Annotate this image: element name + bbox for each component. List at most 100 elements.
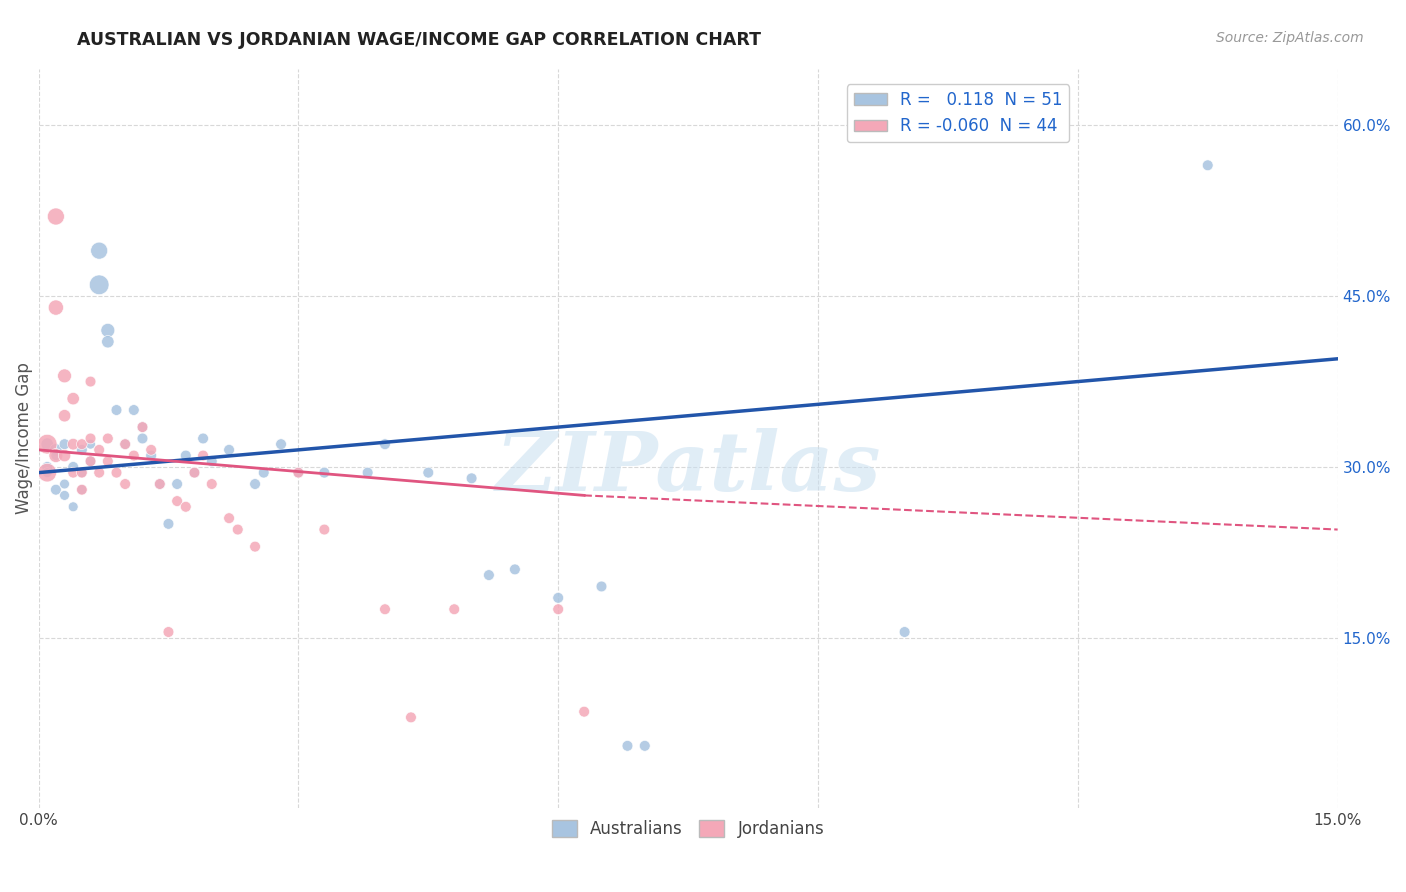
Point [79, 437, 101, 451]
Point [70, 466, 93, 480]
Point [131, 432, 153, 446]
Point [37, 437, 59, 451]
Point [166, 477, 188, 491]
Point [149, 477, 172, 491]
Point [547, 591, 569, 605]
Point [174, 449, 197, 463]
Point [226, 523, 249, 537]
Text: AUSTRALIAN VS JORDANIAN WAGE/INCOME GAP CORRELATION CHART: AUSTRALIAN VS JORDANIAN WAGE/INCOME GAP … [77, 31, 761, 49]
Point [122, 449, 145, 463]
Point [79, 375, 101, 389]
Point [62, 459, 84, 474]
Y-axis label: Wage/Income Gap: Wage/Income Gap [15, 362, 32, 515]
Point [53, 409, 76, 423]
Point [356, 466, 378, 480]
Point [45, 449, 67, 463]
Point [62, 392, 84, 406]
Point [45, 442, 67, 457]
Point [97, 323, 120, 337]
Point [139, 442, 162, 457]
Point [218, 442, 240, 457]
Point [270, 437, 292, 451]
Point [157, 516, 180, 531]
Point [62, 500, 84, 514]
Point [443, 602, 465, 616]
Point [79, 454, 101, 468]
Point [191, 449, 214, 463]
Point [70, 442, 93, 457]
Point [122, 403, 145, 417]
Point [97, 454, 120, 468]
Point [149, 477, 172, 491]
Point [314, 523, 336, 537]
Point [139, 449, 162, 463]
Point [183, 466, 205, 480]
Point [131, 420, 153, 434]
Point [114, 437, 136, 451]
Point [37, 437, 59, 451]
Point [62, 466, 84, 480]
Point [53, 368, 76, 383]
Point [374, 437, 396, 451]
Point [97, 334, 120, 349]
Point [79, 454, 101, 468]
Point [547, 602, 569, 616]
Point [89, 466, 111, 480]
Point [253, 466, 276, 480]
Point [53, 488, 76, 502]
Point [114, 437, 136, 451]
Point [1197, 158, 1219, 172]
Point [201, 477, 224, 491]
Point [243, 477, 266, 491]
Point [314, 466, 336, 480]
Point [89, 277, 111, 292]
Legend: Australians, Jordanians: Australians, Jordanians [546, 813, 831, 845]
Point [79, 432, 101, 446]
Point [70, 483, 93, 497]
Point [45, 301, 67, 315]
Point [166, 494, 188, 508]
Point [201, 454, 224, 468]
Point [418, 466, 440, 480]
Text: ZIPatlas: ZIPatlas [495, 428, 880, 508]
Point [45, 483, 67, 497]
Point [105, 403, 128, 417]
Point [616, 739, 638, 753]
Text: Source: ZipAtlas.com: Source: ZipAtlas.com [1216, 31, 1364, 45]
Point [37, 459, 59, 474]
Point [114, 477, 136, 491]
Point [374, 602, 396, 616]
Point [53, 437, 76, 451]
Point [97, 432, 120, 446]
Point [89, 442, 111, 457]
Point [503, 562, 526, 576]
Point [218, 511, 240, 525]
Point [157, 625, 180, 640]
Point [460, 471, 482, 485]
Point [174, 500, 197, 514]
Point [45, 210, 67, 224]
Point [572, 705, 595, 719]
Point [105, 466, 128, 480]
Point [37, 466, 59, 480]
Point [399, 710, 422, 724]
Point [243, 540, 266, 554]
Point [893, 625, 915, 640]
Point [37, 466, 59, 480]
Point [183, 466, 205, 480]
Point [70, 466, 93, 480]
Point [89, 244, 111, 258]
Point [70, 483, 93, 497]
Point [70, 437, 93, 451]
Point [45, 449, 67, 463]
Point [478, 568, 501, 582]
Point [131, 420, 153, 434]
Point [591, 579, 613, 593]
Point [53, 449, 76, 463]
Point [634, 739, 657, 753]
Point [287, 466, 309, 480]
Point [53, 477, 76, 491]
Point [62, 437, 84, 451]
Point [191, 432, 214, 446]
Point [287, 466, 309, 480]
